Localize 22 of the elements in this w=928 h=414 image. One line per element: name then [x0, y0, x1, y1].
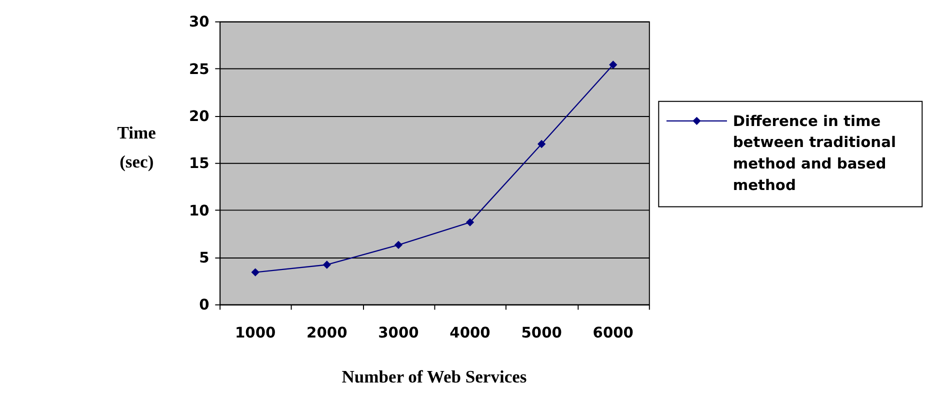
y-tick-label: 30 — [188, 14, 210, 31]
y-axis-title: Time (sec) — [117, 122, 156, 172]
y-tick-label: 10 — [188, 202, 210, 220]
x-tick-label: 3000 — [378, 324, 419, 342]
x-tick-label: 4000 — [450, 324, 490, 342]
y-tick-label: 5 — [199, 250, 210, 267]
point — [322, 260, 331, 269]
x-tick-label: 1000 — [234, 324, 276, 342]
point — [394, 240, 403, 250]
legend-label: Difference in time between traditional method and based method — [732, 112, 896, 194]
x-tick-label: 2000 — [306, 324, 348, 342]
y-tick-label: 0 — [199, 296, 210, 314]
point — [537, 140, 546, 148]
x-axis-title: Number of Web Services — [342, 366, 527, 386]
y-tick-label: 15 — [188, 155, 210, 172]
y-tick-label: 20 — [188, 108, 210, 126]
x-tick-label: 5000 — [521, 324, 562, 342]
y-tick-label: 25 — [188, 60, 210, 78]
x-tick-label: 6000 — [592, 324, 634, 342]
point — [251, 268, 260, 276]
point — [609, 60, 618, 69]
point — [466, 218, 474, 226]
